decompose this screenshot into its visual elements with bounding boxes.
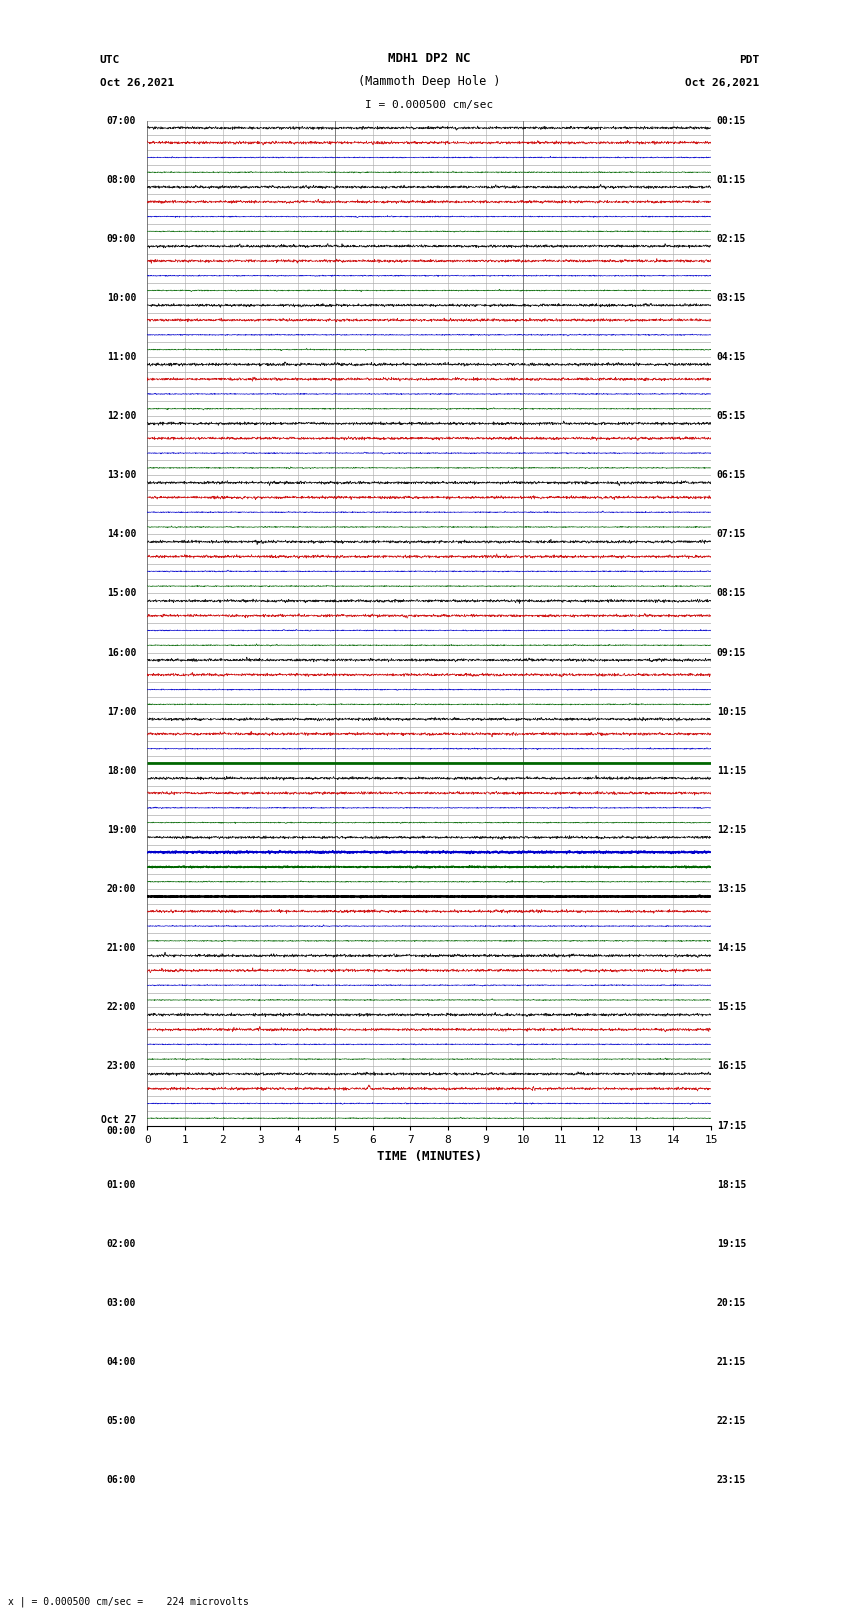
Text: Oct 26,2021: Oct 26,2021 <box>684 79 759 89</box>
Text: 19:15: 19:15 <box>717 1239 746 1248</box>
Text: 01:00: 01:00 <box>107 1179 136 1190</box>
Text: 04:00: 04:00 <box>107 1357 136 1368</box>
Text: 17:15: 17:15 <box>717 1121 746 1131</box>
Text: 09:15: 09:15 <box>717 647 746 658</box>
Text: 20:15: 20:15 <box>717 1298 746 1308</box>
Text: 05:00: 05:00 <box>107 1416 136 1426</box>
Text: 20:00: 20:00 <box>107 884 136 894</box>
Text: UTC: UTC <box>99 55 120 65</box>
Text: 15:15: 15:15 <box>717 1002 746 1013</box>
Text: 08:15: 08:15 <box>717 589 746 598</box>
Text: 14:15: 14:15 <box>717 944 746 953</box>
Text: 17:00: 17:00 <box>107 706 136 716</box>
Text: 05:15: 05:15 <box>717 411 746 421</box>
Text: 22:15: 22:15 <box>717 1416 746 1426</box>
Text: 12:00: 12:00 <box>107 411 136 421</box>
Text: Oct 27
00:00: Oct 27 00:00 <box>101 1115 136 1137</box>
Text: 16:00: 16:00 <box>107 647 136 658</box>
Text: 02:15: 02:15 <box>717 234 746 244</box>
Text: PDT: PDT <box>739 55 759 65</box>
Text: 21:15: 21:15 <box>717 1357 746 1368</box>
Text: 11:00: 11:00 <box>107 352 136 361</box>
X-axis label: TIME (MINUTES): TIME (MINUTES) <box>377 1150 482 1163</box>
Text: 11:15: 11:15 <box>717 766 746 776</box>
Text: 06:00: 06:00 <box>107 1476 136 1486</box>
Text: 06:15: 06:15 <box>717 471 746 481</box>
Text: 21:00: 21:00 <box>107 944 136 953</box>
Text: 22:00: 22:00 <box>107 1002 136 1013</box>
Text: I = 0.000500 cm/sec: I = 0.000500 cm/sec <box>366 100 493 110</box>
Text: MDH1 DP2 NC: MDH1 DP2 NC <box>388 52 471 65</box>
Text: 15:00: 15:00 <box>107 589 136 598</box>
Text: 00:15: 00:15 <box>717 116 746 126</box>
Text: 03:00: 03:00 <box>107 1298 136 1308</box>
Text: 19:00: 19:00 <box>107 824 136 836</box>
Text: 10:15: 10:15 <box>717 706 746 716</box>
Text: x | = 0.000500 cm/sec =    224 microvolts: x | = 0.000500 cm/sec = 224 microvolts <box>8 1595 249 1607</box>
Text: 13:00: 13:00 <box>107 471 136 481</box>
Text: 14:00: 14:00 <box>107 529 136 539</box>
Text: 09:00: 09:00 <box>107 234 136 244</box>
Text: 07:00: 07:00 <box>107 116 136 126</box>
Text: 01:15: 01:15 <box>717 174 746 184</box>
Text: 16:15: 16:15 <box>717 1061 746 1071</box>
Text: Oct 26,2021: Oct 26,2021 <box>99 79 174 89</box>
Text: 13:15: 13:15 <box>717 884 746 894</box>
Text: 18:00: 18:00 <box>107 766 136 776</box>
Text: 08:00: 08:00 <box>107 174 136 184</box>
Text: 02:00: 02:00 <box>107 1239 136 1248</box>
Text: 23:15: 23:15 <box>717 1476 746 1486</box>
Text: 12:15: 12:15 <box>717 824 746 836</box>
Text: (Mammoth Deep Hole ): (Mammoth Deep Hole ) <box>358 76 501 89</box>
Text: 10:00: 10:00 <box>107 294 136 303</box>
Text: 03:15: 03:15 <box>717 294 746 303</box>
Text: 23:00: 23:00 <box>107 1061 136 1071</box>
Text: 07:15: 07:15 <box>717 529 746 539</box>
Text: 18:15: 18:15 <box>717 1179 746 1190</box>
Text: 04:15: 04:15 <box>717 352 746 361</box>
